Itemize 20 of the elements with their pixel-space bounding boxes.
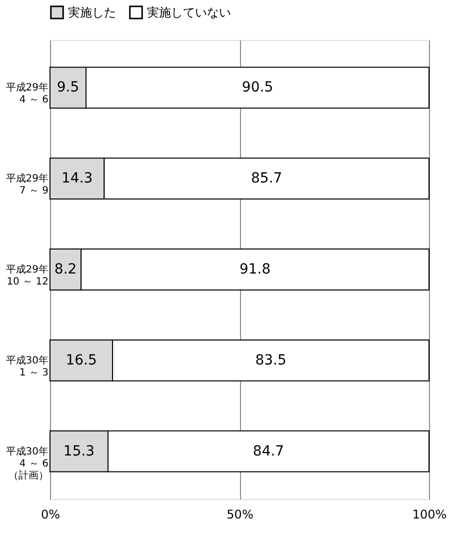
data-label: 84.7 bbox=[252, 443, 284, 460]
data-label: 8.2 bbox=[54, 262, 77, 278]
y-tick-label: 平成29年 4 ～ 6 bbox=[6, 82, 48, 106]
legend-label: 実施した bbox=[68, 5, 116, 20]
y-tick-label: 平成29年 10 ～ 12 bbox=[6, 264, 48, 288]
y-tick-label: 平成30年 1 ～ 3 bbox=[6, 354, 48, 378]
data-label: 85.7 bbox=[251, 170, 282, 187]
data-label: 16.5 bbox=[66, 352, 97, 368]
data-label: 90.5 bbox=[242, 80, 274, 96]
legend-label: 実施していない bbox=[147, 5, 231, 20]
data-label: 83.5 bbox=[255, 352, 286, 368]
y-tick-label: 平成30年 4 ～ 6 （計画） bbox=[6, 445, 48, 482]
data-label: 9.5 bbox=[56, 80, 80, 96]
x-tick-label: 100% bbox=[412, 508, 447, 522]
data-label: 15.3 bbox=[63, 443, 95, 460]
x-tick-label: 50% bbox=[226, 508, 254, 522]
data-label: 91.8 bbox=[239, 262, 271, 278]
data-label: 14.3 bbox=[62, 170, 93, 187]
x-tick-label: 0% bbox=[40, 508, 60, 522]
y-tick-label: 平成29年 7 ～ 9 bbox=[6, 172, 48, 197]
